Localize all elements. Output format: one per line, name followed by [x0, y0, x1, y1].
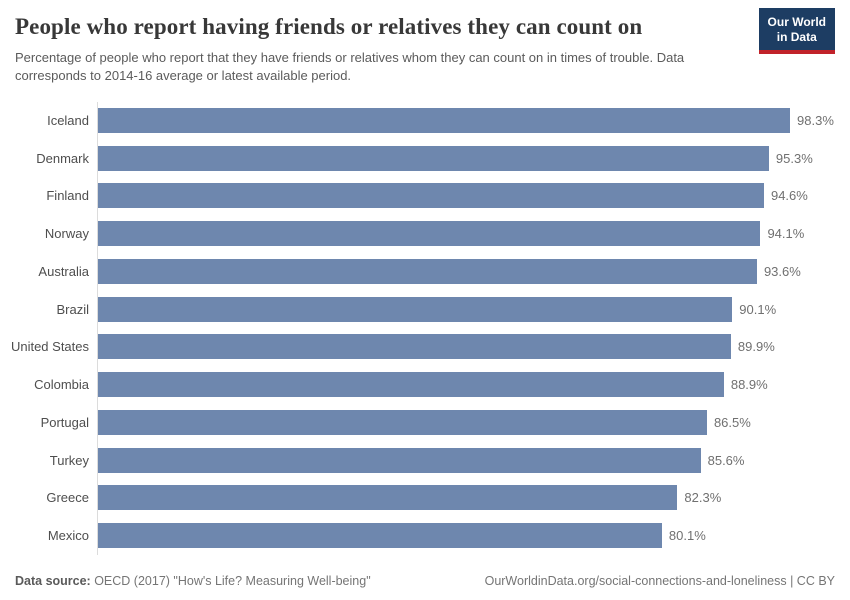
bar[interactable]	[98, 145, 769, 171]
bar-track: 94.6%	[97, 177, 808, 215]
owid-logo: Our World in Data	[758, 8, 835, 54]
bar-row: United States 89.9%	[0, 328, 802, 366]
country-label: Mexico	[47, 528, 89, 544]
data-source-text: OECD (2017) "How's Life? Measuring Well-…	[90, 574, 371, 588]
bar[interactable]	[98, 409, 707, 435]
bar[interactable]	[98, 296, 733, 322]
bar-track: 94.1%	[97, 214, 805, 253]
bar[interactable]	[98, 107, 791, 133]
value-label: 94.1%	[767, 226, 805, 242]
bar-row: Iceland 98.3%	[0, 101, 834, 140]
bar-track: 93.6%	[97, 252, 802, 291]
country-label: United States	[10, 339, 89, 355]
bar[interactable]	[98, 258, 757, 284]
bar-row: Mexico 80.1%	[0, 516, 802, 555]
bar[interactable]	[98, 447, 701, 473]
country-label: Denmark	[36, 150, 89, 166]
value-label: 94.6%	[770, 188, 808, 204]
bar-track: 80.1%	[97, 516, 802, 555]
country-label: Brazil	[56, 301, 89, 317]
value-label: 89.9%	[737, 339, 775, 355]
chart-header: People who report having friends or rela…	[0, 8, 850, 86]
bar-track: 95.3%	[97, 139, 813, 177]
bar-row: Brazil 90.1%	[0, 290, 802, 328]
value-label: 88.9%	[730, 377, 768, 393]
value-label: 86.5%	[713, 414, 751, 430]
bar[interactable]	[98, 221, 761, 247]
bar-track: 82.3%	[97, 479, 802, 517]
chart-title: People who report having friends or rela…	[15, 14, 643, 39]
owid-logo-line2: in Data	[776, 30, 817, 44]
data-source-label: Data source:	[15, 574, 91, 588]
bar-track: 89.9%	[97, 328, 802, 366]
bar[interactable]	[98, 334, 731, 360]
country-label: Iceland	[47, 112, 89, 128]
bar-track: 90.1%	[97, 290, 802, 328]
bar-row: Greece 82.3%	[0, 479, 802, 517]
country-label: Norway	[44, 226, 89, 242]
bar-row: Australia 93.6%	[0, 252, 802, 291]
bar-chart: Iceland 98.3% Denmark 95.3% Finland 94.6% Norw…	[0, 101, 850, 555]
country-label: Colombia	[34, 377, 89, 393]
chart-subtitle: Percentage of people who report that the…	[15, 49, 685, 84]
bar[interactable]	[98, 183, 764, 209]
country-label: Greece	[46, 490, 89, 506]
value-label: 80.1%	[668, 528, 706, 544]
bar-row: Turkey 85.6%	[0, 441, 802, 479]
value-label: 98.3%	[797, 112, 834, 128]
value-label: 95.3%	[775, 150, 813, 166]
value-label: 90.1%	[739, 301, 777, 317]
bar-row: Portugal 86.5%	[0, 403, 802, 442]
bar-row: Finland 94.6%	[0, 177, 808, 215]
country-label: Turkey	[49, 452, 89, 468]
value-label: 85.6%	[707, 452, 745, 468]
bar-rows: Iceland 98.3% Denmark 95.3% Finland 94.6% Norw…	[0, 101, 834, 555]
bar-row: Norway 94.1%	[0, 214, 805, 253]
bar-track: 88.9%	[97, 365, 802, 404]
bar[interactable]	[98, 523, 662, 549]
country-label: Portugal	[40, 414, 89, 430]
title-block: People who report having friends or rela…	[15, 13, 695, 86]
country-label: Australia	[38, 263, 89, 279]
credit-link[interactable]: OurWorldinData.org/social-connections-an…	[484, 574, 835, 588]
value-label: 82.3%	[684, 490, 722, 506]
owid-logo-line1: Our World	[767, 15, 826, 29]
bar-track: 85.6%	[97, 441, 802, 479]
bar[interactable]	[98, 485, 678, 511]
chart-footer: Data source: OECD (2017) "How's Life? Me…	[0, 574, 850, 588]
value-label: 93.6%	[763, 263, 801, 279]
bar-row: Denmark 95.3%	[0, 139, 813, 177]
bar-track: 98.3%	[97, 101, 834, 140]
bar[interactable]	[98, 372, 724, 398]
bar-row: Colombia 88.9%	[0, 365, 802, 404]
bar-track: 86.5%	[97, 403, 802, 442]
country-label: Finland	[46, 188, 89, 204]
data-source: Data source: OECD (2017) "How's Life? Me…	[15, 574, 371, 588]
